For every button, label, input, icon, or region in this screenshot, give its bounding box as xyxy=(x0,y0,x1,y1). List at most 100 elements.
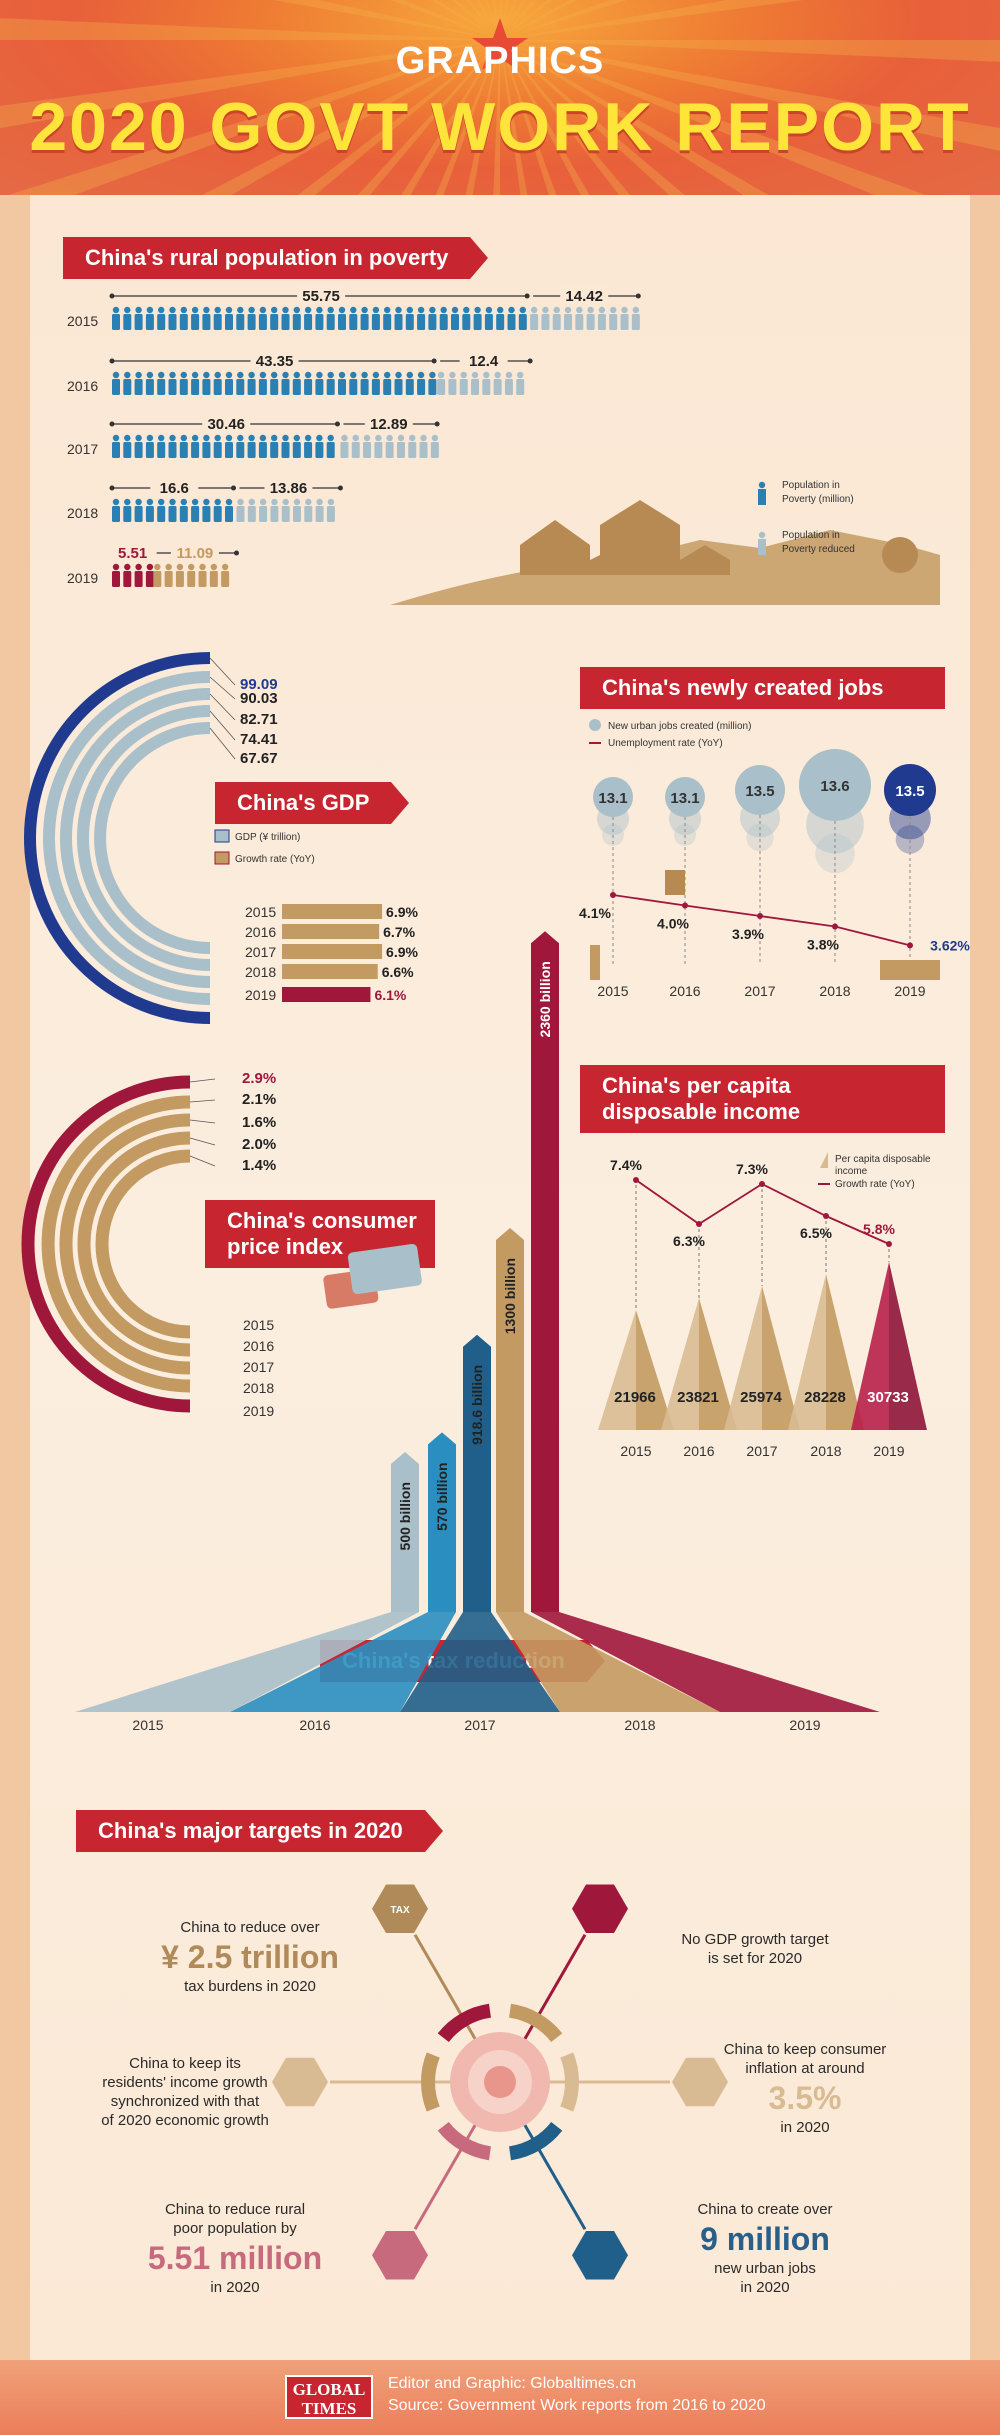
person-body xyxy=(518,314,527,330)
person-head xyxy=(169,498,176,506)
person-icon xyxy=(213,434,222,458)
person-head xyxy=(384,306,391,314)
person-icon xyxy=(428,306,437,330)
person-body xyxy=(145,379,154,395)
person-body xyxy=(123,442,132,458)
person-icon xyxy=(157,371,166,395)
person-body xyxy=(168,442,177,458)
person-head xyxy=(191,306,199,314)
person-icon xyxy=(191,434,200,458)
person-body xyxy=(202,506,211,522)
targets-wheel: TAX xyxy=(272,1884,728,2280)
person-body xyxy=(326,379,335,395)
person-body xyxy=(462,314,471,330)
person-body xyxy=(145,571,154,587)
header-ray xyxy=(500,40,631,195)
poverty-reduced-label: 12.4 xyxy=(469,353,499,370)
person-head xyxy=(508,306,515,314)
person-body xyxy=(351,442,360,458)
person-body xyxy=(213,506,222,522)
person-body xyxy=(281,379,290,395)
person-head xyxy=(282,306,289,314)
person-head xyxy=(237,306,244,314)
legend-label: Poverty (million) xyxy=(782,494,854,505)
person-icon xyxy=(145,498,154,522)
person-icon xyxy=(175,563,184,587)
person-body xyxy=(482,379,491,395)
person-icon xyxy=(202,371,211,395)
income-legend-label: Growth rate (YoY) xyxy=(835,1179,915,1190)
person-body xyxy=(168,314,177,330)
person-head xyxy=(146,434,154,442)
header-ray xyxy=(8,40,500,195)
person-body xyxy=(428,379,437,395)
person-icon xyxy=(236,434,245,458)
person-head xyxy=(259,434,267,442)
poverty-in-label: 16.6 xyxy=(160,480,189,497)
unemployment-label: 3.8% xyxy=(807,937,839,953)
person-icon xyxy=(575,306,584,330)
poverty-label-bg xyxy=(170,543,219,561)
person-icon xyxy=(408,434,417,458)
person-head xyxy=(474,306,481,314)
target-ring-arc xyxy=(508,2121,563,2161)
person-icon xyxy=(225,434,233,458)
person-head xyxy=(327,498,335,506)
cpi-year-label: 2016 xyxy=(243,1338,274,1354)
person-head xyxy=(214,434,221,442)
person-head xyxy=(210,563,218,571)
person-head xyxy=(124,306,131,314)
person-body xyxy=(164,571,173,587)
gdp-leader-line xyxy=(209,710,236,741)
person-head xyxy=(135,563,142,571)
wallet-icon xyxy=(272,2057,328,2107)
header-ray xyxy=(500,0,502,40)
header-ray xyxy=(357,40,500,195)
person-head xyxy=(112,371,120,379)
jobs-legend-label: Unemployment rate (YoY) xyxy=(608,738,723,749)
person-body xyxy=(225,379,233,395)
person-head xyxy=(304,306,312,314)
target-ring-arc xyxy=(437,2121,492,2161)
person-head xyxy=(350,371,357,379)
person-body xyxy=(408,442,417,458)
person-icon xyxy=(168,434,177,458)
jobs-bubble xyxy=(593,777,633,817)
person-head xyxy=(494,371,501,379)
person-icon xyxy=(482,371,491,395)
legend-label: Poverty reduced xyxy=(782,544,855,555)
person-head xyxy=(135,371,142,379)
gdp-legend-swatch xyxy=(214,829,230,843)
person-icon xyxy=(157,434,166,458)
person-body xyxy=(112,314,120,330)
person-icon xyxy=(504,371,513,395)
poverty-bracket-dot xyxy=(109,421,115,427)
poverty-label-bg xyxy=(250,351,299,369)
poverty-year-label: 2016 xyxy=(67,378,98,394)
person-body xyxy=(396,442,405,458)
person-icon xyxy=(405,371,414,395)
person-icon xyxy=(123,306,132,330)
person-icon xyxy=(123,563,132,587)
gdp-legend-swatch xyxy=(214,851,230,865)
person-icon xyxy=(360,371,369,395)
person-icon xyxy=(202,306,211,330)
person-icon xyxy=(360,306,369,330)
target-gdp-line2: is set for 2020 xyxy=(707,1950,803,1967)
person-head xyxy=(191,434,199,442)
poverty-label-bg xyxy=(202,414,251,432)
cpi-value-label: 1.4% xyxy=(242,1157,276,1174)
person-head xyxy=(214,371,221,379)
person-head xyxy=(271,371,278,379)
person-head xyxy=(409,434,416,442)
person-icon xyxy=(437,371,446,395)
cpi-leader-line xyxy=(189,1099,216,1103)
person-head xyxy=(146,498,154,506)
person-body xyxy=(112,571,120,587)
poverty-bracket-dot xyxy=(109,358,115,364)
person-head xyxy=(293,498,301,506)
gdp-leader-line xyxy=(209,727,236,760)
poverty-bracket-dot xyxy=(524,293,530,299)
header-subtitle: GRAPHICS xyxy=(395,40,605,82)
person-icon xyxy=(157,498,166,522)
